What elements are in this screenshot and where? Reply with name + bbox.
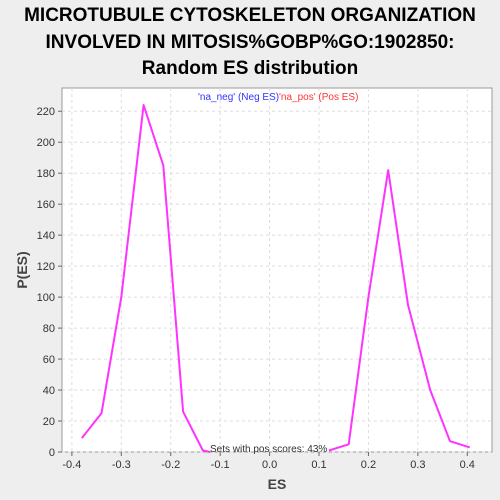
x-tick-label: 0.4 <box>460 459 475 471</box>
y-tick-label: 0 <box>49 447 55 459</box>
y-tick-label: 160 <box>37 199 55 211</box>
x-tick-label: 0.0 <box>262 459 277 471</box>
x-axis-title: ES <box>268 476 287 492</box>
chart-title-line-1: MICROTUBULE CYTOSKELETON ORGANIZATION <box>24 5 476 26</box>
series-line-neg <box>81 104 211 453</box>
pos-score-annotation: Sets with pos scores: 43% <box>210 444 327 455</box>
x-tick-label: -0.3 <box>112 459 131 471</box>
series-layer <box>81 104 471 453</box>
y-tick-label: 40 <box>43 385 55 397</box>
y-tick-label: 140 <box>37 230 55 242</box>
y-tick-label: 120 <box>37 261 55 273</box>
x-tick-label: -0.1 <box>211 459 230 471</box>
y-tick-label: 180 <box>37 168 55 180</box>
y-axis-title: P(ES) <box>14 251 30 288</box>
x-tick-label: 0.2 <box>361 459 376 471</box>
axes: -0.4 -0.3 -0.2 -0.1 0.0 0.1 0.2 0.3 0.4 0 20 40 60 80… <box>37 106 475 471</box>
x-tick-label: -0.4 <box>62 459 81 471</box>
series-line-pos <box>328 169 471 452</box>
x-tick-label: 0.1 <box>311 459 326 471</box>
plot-area <box>61 87 493 453</box>
legend-entry-pos: 'na_pos' (Pos ES) <box>279 92 358 103</box>
y-tick-label: 60 <box>43 354 55 366</box>
y-tick-label: 220 <box>37 106 55 118</box>
y-tick-label: 80 <box>43 323 55 335</box>
x-tick-label: -0.2 <box>161 459 180 471</box>
grid <box>62 88 492 453</box>
y-tick-label: 100 <box>37 292 55 304</box>
y-tick-label: 20 <box>43 416 55 428</box>
chart-title-line-3: Random ES distribution <box>141 58 359 79</box>
y-tick-label: 200 <box>37 137 55 149</box>
legend-entry-neg: 'na_neg' (Neg ES) <box>198 92 279 103</box>
chart-title-line-2: INVOLVED IN MITOSIS%GOBP%GO:1902850: <box>45 32 455 53</box>
x-tick-label: 0.3 <box>410 459 425 471</box>
